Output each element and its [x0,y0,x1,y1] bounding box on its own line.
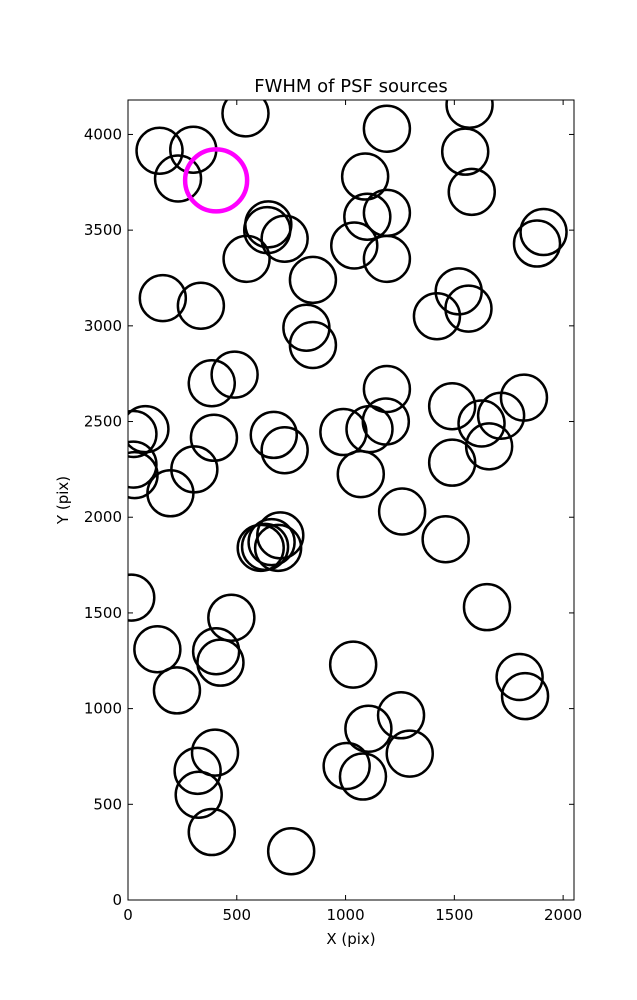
psf-source-point-59 [133,625,182,674]
psf-source-point-11 [519,207,568,257]
psf-source-point-49 [377,487,427,536]
psf-source-point-66 [376,691,426,740]
y-tick-label-3500: 3500 [84,221,122,239]
psf-source-point-74 [187,807,237,857]
psf-source-point-2 [362,104,412,153]
psf-source-point-65 [152,666,202,715]
psf-source-point-0 [221,100,270,138]
psf-source-point-48 [146,469,195,518]
x-tick-label-2000: 2000 [544,906,582,924]
psf-source-point-38 [249,410,299,460]
y-ticks: 0 500 1000 1500 2000 2500 3000 3500 4000 [84,125,574,909]
psf-source-point-17 [362,234,412,284]
psf-source-point-15 [260,214,309,264]
psf-source-point-7 [340,152,390,201]
psf-source-point-32 [476,391,526,441]
psf-source-point-67 [344,704,393,753]
y-tick-label-1500: 1500 [84,604,122,622]
psf-source-point-33 [457,399,506,448]
x-tick-label-0: 0 [123,906,133,924]
points-layer [128,100,568,876]
psf-source-point-37 [189,413,239,463]
x-tick-label-1500: 1500 [435,906,473,924]
psf-source-point-73 [174,770,223,819]
y-tick-label-2000: 2000 [84,508,122,526]
psf-source-point-75 [266,826,316,876]
psf-source-point-57 [207,593,256,642]
x-ticks: 0 500 1000 1500 2000 [123,100,582,924]
y-tick-label-4000: 4000 [84,125,122,143]
psf-source-point-5 [153,154,203,203]
psf-source-point-39 [260,425,309,475]
y-tick-label-3000: 3000 [84,317,122,335]
x-axis-label: X (pix) [326,930,375,948]
psf-source-point-18 [222,234,271,284]
chart-title: FWHM of PSF sources [254,76,448,97]
psf-source-point-68 [190,728,240,777]
psf-source-point-61 [196,638,245,687]
psf-source-point-10 [343,192,392,241]
psf-source-point-24 [412,292,462,341]
psf-source-point-50 [421,514,470,564]
x-tick-label-1000: 1000 [326,906,364,924]
y-tick-label-2500: 2500 [84,413,122,431]
psf-source-point-19 [288,255,338,305]
psf-source-point-56 [128,573,156,622]
psf-source-point-26 [288,320,338,370]
highlighted-source-point [182,147,250,214]
psf-source-point-1 [445,100,494,130]
psf-source-point-42 [464,422,514,471]
psf-source-point-53 [253,523,303,573]
y-tick-label-0: 0 [112,891,122,909]
psf-source-point-70 [173,746,222,796]
psf-source-point-63 [495,652,544,702]
plot-border [127,99,575,901]
psf-source-point-12 [512,219,562,268]
psf-source-point-20 [138,273,188,323]
psf-source-point-71 [322,741,371,791]
psf-source-point-64 [500,671,550,721]
psf-source-point-27 [210,350,259,399]
psf-source-point-69 [385,729,434,778]
psf-source-point-40 [319,407,368,457]
psf-source-point-72 [338,752,388,801]
psf-source-point-58 [462,582,512,632]
psf-source-point-16 [330,221,379,270]
psf-source-point-52 [247,517,296,567]
psf-source-point-28 [187,359,237,408]
psf-source-point-8 [447,167,496,217]
psf-source-point-62 [328,640,378,689]
psf-source-point-44 [128,440,158,489]
plot-frame [128,100,574,900]
psf-source-point-3 [135,126,184,175]
x-tick-label-500: 500 [222,906,251,924]
psf-source-point-31 [427,381,477,431]
y-tick-label-1000: 1000 [84,700,122,718]
psf-source-point-23 [444,284,493,333]
psf-source-point-36 [128,409,158,459]
psf-source-point-21 [176,281,226,330]
psf-source-point-29 [362,364,412,414]
psf-source-point-55 [236,523,285,573]
psf-source-point-6 [440,127,490,176]
y-tick-label-500: 500 [93,795,122,813]
psf-source-point-47 [336,449,386,499]
y-axis-label: Y (pix) [54,476,72,525]
psf-source-point-43 [427,438,477,487]
